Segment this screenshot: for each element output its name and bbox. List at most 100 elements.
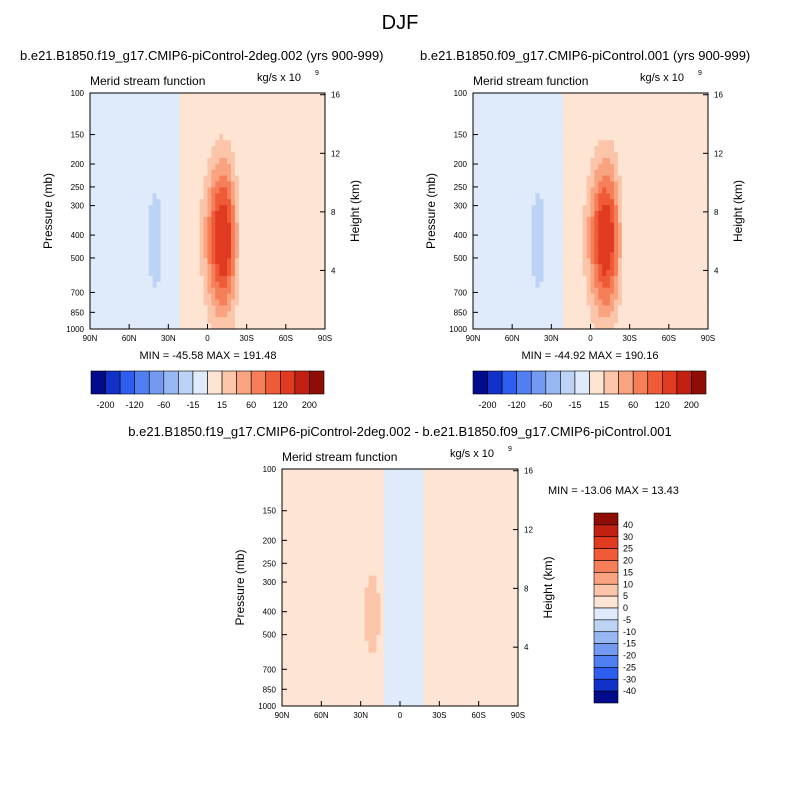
field-cell: [578, 311, 584, 318]
field-cell: [180, 122, 185, 129]
field-cell: [473, 287, 478, 295]
field-cell: [570, 240, 576, 247]
field-cell: [105, 98, 111, 106]
field-cell: [215, 181, 220, 188]
field-cell: [148, 258, 154, 265]
field-cell: [234, 193, 240, 200]
field-cell: [625, 128, 631, 135]
field-cell: [187, 169, 193, 177]
field-cell: [692, 246, 697, 253]
field-cell: [496, 258, 502, 265]
field-cell: [195, 169, 201, 177]
field-cell: [531, 116, 537, 124]
field-cell: [559, 281, 564, 289]
field-cell: [93, 199, 99, 206]
field-cell: [582, 134, 588, 141]
field-cell: [657, 110, 662, 118]
field-cell: [700, 252, 705, 259]
field-cell: [309, 264, 314, 271]
field-cell: [297, 116, 303, 124]
field-cell: [555, 258, 560, 265]
field-cell: [238, 134, 244, 141]
field-cell: [309, 311, 314, 318]
field-cell: [664, 264, 670, 271]
field-cell: [508, 175, 513, 183]
field-cell: [203, 128, 209, 135]
field-cell: [101, 122, 107, 129]
field-cell: [148, 216, 154, 224]
field-cell: [199, 252, 205, 259]
field-cell: [602, 122, 607, 129]
field-cell: [680, 187, 686, 194]
field-cell: [105, 287, 111, 295]
field-cell: [207, 258, 213, 265]
field-cell: [574, 317, 580, 324]
field-cell: [602, 146, 607, 153]
field-cell: [594, 110, 599, 118]
field-cell: [282, 469, 287, 476]
field-cell: [125, 246, 130, 253]
field-cell: [492, 93, 498, 100]
field-cell: [476, 104, 482, 112]
field-cell: [473, 193, 478, 200]
field-cell: [527, 93, 533, 100]
field-cell: [637, 275, 643, 283]
field-cell: [305, 169, 310, 177]
field-cell: [543, 116, 549, 124]
field-cell: [700, 181, 705, 188]
units-label: kg/s x 10: [257, 72, 301, 84]
field-cell: [567, 228, 572, 236]
field-cell: [305, 157, 310, 165]
field-cell: [559, 211, 564, 218]
panel-2-title: b.e21.B1850.f09_g17.CMIP6-piControl.001 …: [420, 48, 751, 63]
field-cell: [692, 104, 697, 112]
field-cell: [113, 246, 119, 253]
field-cell: [680, 258, 686, 265]
field-cell: [512, 98, 517, 106]
field-cell: [285, 311, 291, 318]
field-cell: [242, 134, 248, 141]
field-cell: [633, 146, 639, 153]
field-cell: [637, 157, 643, 165]
field-cell: [523, 317, 529, 324]
field-cell: [289, 498, 295, 506]
field-cell: [535, 293, 541, 301]
field-cell: [543, 270, 549, 277]
field-cell: [187, 246, 193, 253]
field-cell: [156, 199, 162, 206]
field-cell: [692, 240, 697, 247]
field-cell: [523, 205, 529, 212]
field-cell: [527, 222, 533, 230]
field-cell: [598, 216, 603, 224]
field-cell: [156, 152, 162, 159]
field-cell: [551, 252, 556, 259]
field-cell: [594, 175, 599, 183]
field-cell: [187, 205, 193, 212]
field-cell: [93, 104, 99, 112]
field-cell: [203, 181, 209, 188]
field-cell: [633, 181, 639, 188]
field-cell: [176, 258, 181, 265]
field-cell: [289, 557, 295, 565]
field-cell: [535, 193, 541, 200]
field-cell: [617, 175, 623, 183]
field-cell: [684, 128, 690, 135]
field-cell: [570, 275, 576, 283]
field-cell: [301, 116, 307, 124]
field-cell: [684, 211, 690, 218]
field-cell: [547, 122, 552, 129]
field-cell: [195, 211, 201, 218]
field-cell: [484, 305, 490, 312]
field-cell: [700, 287, 705, 295]
field-cell: [649, 258, 654, 265]
field-cell: [113, 175, 119, 183]
field-cell: [500, 240, 505, 247]
field-cell: [543, 146, 549, 153]
field-cell: [488, 169, 494, 177]
field-cell: [121, 293, 126, 301]
field-cell: [133, 169, 138, 177]
field-cell: [266, 216, 271, 224]
field-cell: [133, 270, 138, 277]
field-cell: [262, 246, 267, 253]
field-cell: [617, 199, 623, 206]
